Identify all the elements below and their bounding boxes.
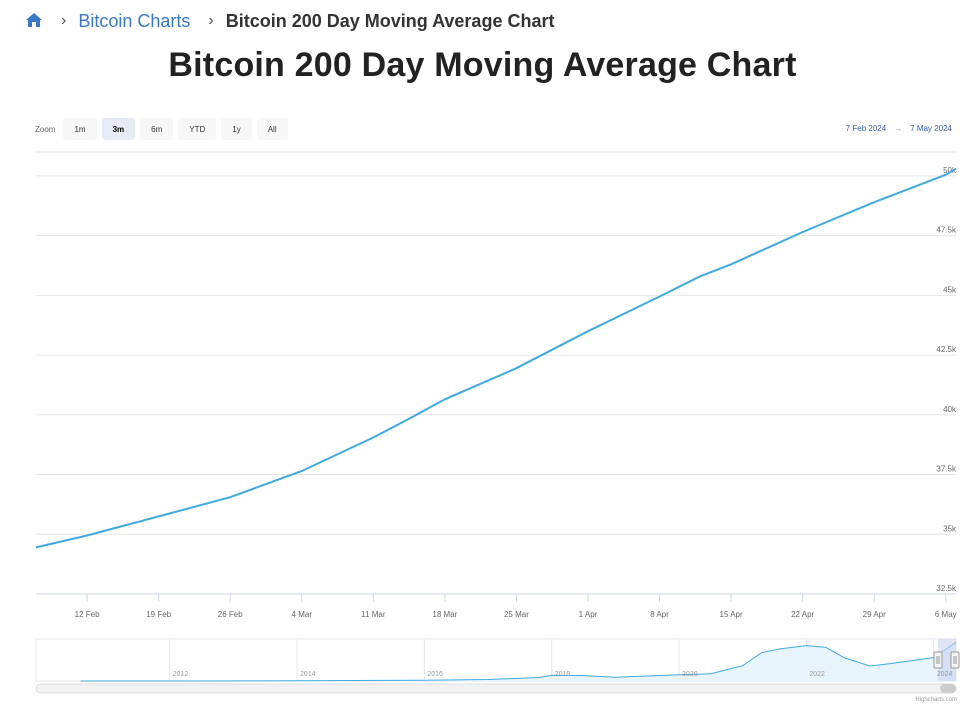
navigator[interactable]: 2012 2014 2016 2018 2020 2022 2024 bbox=[35, 638, 960, 682]
x-tick-label: 25 Mar bbox=[504, 610, 529, 619]
breadcrumb-separator: › bbox=[208, 12, 214, 29]
zoom-3m-button[interactable]: 3m bbox=[101, 118, 136, 140]
navigator-x-axis: 2012 2014 2016 2018 2020 2022 2024 bbox=[173, 671, 953, 678]
x-tick-label: 12 Feb bbox=[75, 610, 100, 619]
navigator-tick-label: 2014 bbox=[300, 671, 316, 678]
breadcrumb-link-bitcoin-charts[interactable]: Bitcoin Charts bbox=[78, 10, 191, 31]
series-line bbox=[35, 167, 957, 549]
breadcrumb: › Bitcoin Charts › Bitcoin 200 Day Movin… bbox=[25, 8, 554, 34]
navigator-tick-label: 2024 bbox=[937, 671, 953, 678]
range-from-input[interactable]: 7 Feb 2024 bbox=[845, 124, 887, 133]
x-tick-label: 29 Apr bbox=[863, 610, 886, 619]
y-tick-label: 40k bbox=[943, 405, 957, 414]
date-range-inputs: 7 Feb 2024 → 7 May 2024 bbox=[846, 124, 952, 133]
y-axis: 32.5k 35k 37.5k 40k 42.5k 45k 47.5k 50k bbox=[936, 166, 957, 593]
navigator-tick-label: 2020 bbox=[682, 671, 698, 678]
x-tick-label: 26 Feb bbox=[218, 610, 243, 619]
x-tick-label: 18 Mar bbox=[432, 610, 457, 619]
y-tick-label: 37.5k bbox=[936, 465, 957, 474]
x-tick-label: 22 Apr bbox=[791, 610, 814, 619]
x-tick-label: 8 Apr bbox=[650, 610, 669, 619]
range-to-input[interactable]: 7 May 2024 bbox=[910, 124, 952, 133]
x-tick-label: 11 Mar bbox=[361, 610, 386, 619]
navigator-tick-label: 2016 bbox=[427, 671, 443, 678]
scrollbar-track[interactable] bbox=[35, 683, 957, 694]
home-icon[interactable] bbox=[25, 12, 43, 30]
scrollbar-thumb[interactable] bbox=[940, 684, 956, 693]
range-arrow: → bbox=[894, 124, 903, 133]
navigator-area bbox=[80, 642, 957, 681]
zoom-ytd-button[interactable]: YTD bbox=[178, 118, 217, 140]
credits-text[interactable]: Highcharts.com bbox=[915, 697, 957, 703]
zoom-bar: Zoom 1m 3m 6m YTD 1y All bbox=[35, 118, 293, 140]
x-tick-label: 4 Mar bbox=[292, 610, 313, 619]
zoom-label: Zoom bbox=[35, 124, 56, 134]
navigator-tick-label: 2018 bbox=[555, 671, 571, 678]
navigator-line bbox=[80, 641, 957, 682]
page-title: Bitcoin 200 Day Moving Average Chart bbox=[168, 46, 797, 84]
y-tick-label: 35k bbox=[943, 524, 957, 533]
breadcrumb-separator: › bbox=[61, 12, 67, 29]
x-tick-label: 6 May bbox=[935, 610, 957, 619]
breadcrumb-current: Bitcoin 200 Day Moving Average Chart bbox=[225, 10, 555, 31]
y-tick-label: 45k bbox=[943, 285, 957, 294]
navigator-tick-label: 2022 bbox=[809, 671, 825, 678]
y-tick-label: 32.5k bbox=[936, 584, 957, 593]
gridlines bbox=[36, 175, 956, 535]
x-tick-label: 1 Apr bbox=[579, 610, 598, 619]
y-tick-label: 50k bbox=[943, 166, 957, 175]
navigator-right-handle[interactable] bbox=[950, 651, 960, 669]
navigator-left-handle[interactable] bbox=[933, 651, 943, 669]
navigator-tick-label: 2012 bbox=[173, 671, 189, 678]
zoom-1y-button[interactable]: 1y bbox=[221, 118, 252, 140]
zoom-6m-button[interactable]: 6m bbox=[140, 118, 174, 140]
x-tick-label: 15 Apr bbox=[720, 610, 743, 619]
zoom-1m-button[interactable]: 1m bbox=[63, 118, 97, 140]
x-tick-label: 19 Feb bbox=[146, 610, 171, 619]
y-tick-label: 42.5k bbox=[936, 345, 957, 354]
y-tick-label: 47.5k bbox=[936, 226, 957, 235]
zoom-all-button[interactable]: All bbox=[256, 118, 288, 140]
scrollbar[interactable] bbox=[35, 683, 957, 694]
x-axis: 12 Feb 19 Feb 26 Feb 4 Mar 11 Mar 18 Mar 25 Ma… bbox=[75, 594, 957, 619]
navigator-selected-mask[interactable] bbox=[938, 639, 956, 681]
